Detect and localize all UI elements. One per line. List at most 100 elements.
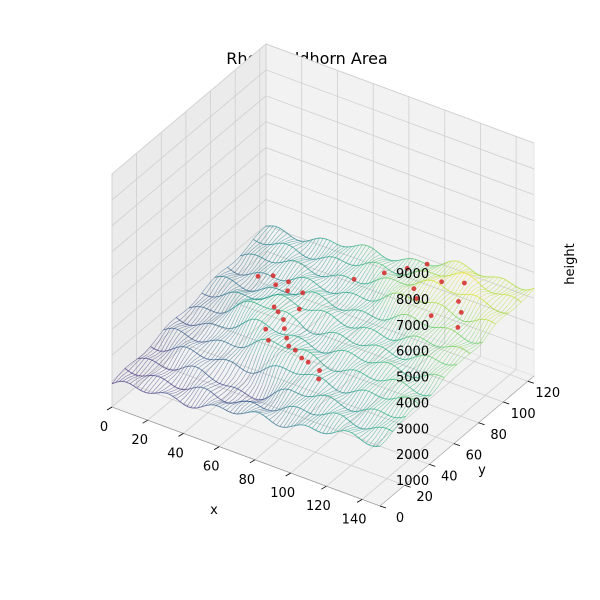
surface-line [321,374,329,379]
surface-line [348,327,356,332]
surface-line [280,261,288,270]
surface-line [167,327,173,330]
surface-line [510,292,518,297]
surface-line [336,269,344,276]
surface-line [421,355,429,368]
surface-line [442,268,450,277]
surface-line [436,327,444,336]
surface-line [261,367,269,386]
surface-line [366,368,374,377]
surface-line [468,278,475,286]
surface-line [322,343,330,353]
surface-line [490,299,498,307]
surface-line [335,411,343,414]
surface-line [489,291,495,294]
surface-line [176,394,183,399]
surface-line [492,287,500,294]
surface-line [352,410,360,416]
surface-line [226,378,234,386]
surface-line [399,378,406,381]
surface-line [406,299,414,307]
surface-line [205,365,213,374]
surface-line [236,369,244,381]
surface-line [233,405,241,414]
surface-line [282,284,290,292]
surface-line [261,249,269,258]
surface-line [366,327,372,330]
surface-line [298,383,306,394]
y-tick-label: 40 [441,469,458,484]
surface-line [345,246,352,253]
surface-line [397,314,403,317]
surface-line [278,347,286,355]
surface-line [313,404,321,415]
surface-line [335,318,341,323]
surface-line [262,384,270,400]
surface-line [318,342,326,352]
surface-line [159,364,165,369]
z-tick-label: 3000 [396,422,429,437]
surface-line [397,292,402,295]
surface-line [355,288,363,295]
surface-line [505,284,513,291]
surface-line [228,276,236,279]
surface-line [471,331,479,343]
surface-line [250,303,258,312]
surface-line [425,357,433,369]
z-gridline [111,95,535,227]
surface-line [364,306,372,313]
surface-line [360,419,368,429]
surface-line [360,375,368,384]
surface-line [338,251,346,260]
surface-line [233,290,241,293]
surface-line [351,401,359,412]
surface-line [196,387,204,399]
surface-line [286,356,293,370]
surface-line [228,301,235,312]
surface-line [347,419,353,424]
surface-line [265,287,273,296]
surface-line [279,254,287,263]
axes-panes [111,42,535,507]
surface-line [503,290,510,295]
surface-line [190,348,196,353]
surface-line [248,385,256,396]
surface-line [228,354,236,361]
surface-line [435,373,440,377]
surface-line [257,306,265,312]
surface-line [216,384,224,389]
surface-line [207,350,215,360]
surface-line [266,329,273,334]
surface-line [380,277,388,290]
surface-line [220,326,226,329]
surface-line [293,359,301,373]
surface-line [307,288,315,293]
surface-line [328,326,335,333]
surface-line [304,328,310,333]
surface-line [234,334,242,347]
surface-line [394,365,400,370]
surface-line [255,266,263,273]
surface-line [463,272,471,274]
surface-line [261,353,268,372]
surface-line [296,349,303,359]
surface-line [361,296,367,301]
surface-line [214,271,222,278]
surface-line [349,416,357,422]
surface-line [310,321,318,333]
surface-line [217,341,225,352]
surface-line [312,388,320,397]
surface-line [241,412,247,415]
surface-line [168,347,176,358]
surface-line [169,317,177,324]
surface-line [223,288,230,296]
surface-line [410,300,418,308]
surface-line [378,266,386,275]
surface-line [255,385,263,400]
surface-line [373,361,381,369]
surface-line [381,414,389,423]
y-tick-label: 120 [535,386,560,401]
surface-line [203,310,211,319]
surface-line [376,319,383,326]
surface-line [321,413,329,422]
